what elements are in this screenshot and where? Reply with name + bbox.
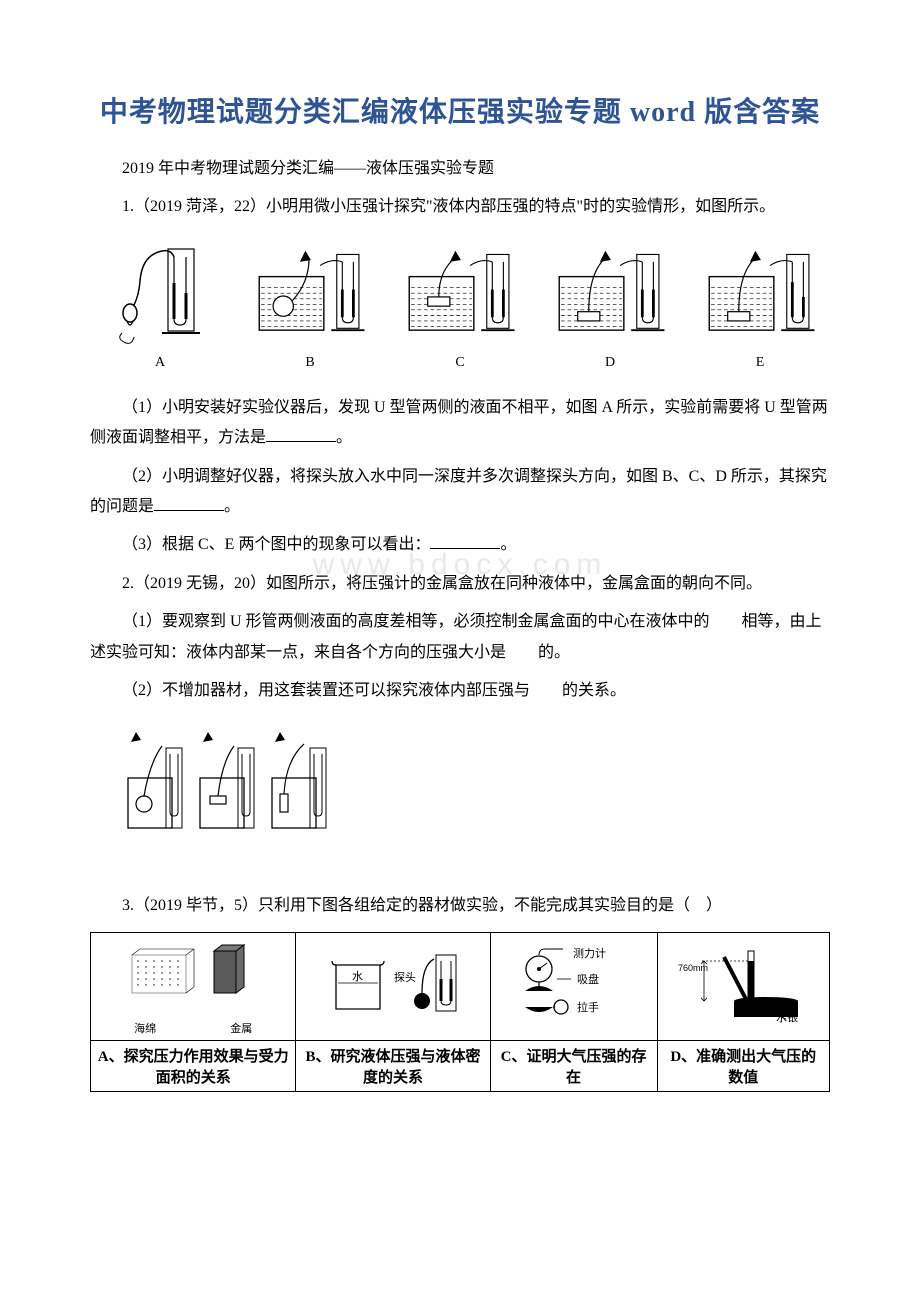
- subtitle: 2019 年中考物理试题分类汇编——液体压强实验专题: [90, 154, 830, 184]
- label-suction: 吸盘: [577, 972, 599, 986]
- q1-figure-c: C: [400, 241, 520, 371]
- document-page: 中考物理试题分类汇编液体压强实验专题 word 版含答案 2019 年中考物理试…: [0, 0, 920, 1152]
- q1-p3: （3）根据 C、E 两个图中的现象可以看出： 。: [90, 530, 830, 560]
- q3-option-a: A、探究压力作用效果与受力面积的关系: [91, 1040, 296, 1091]
- table-row: 海绵 金属 水 探头: [91, 932, 830, 1040]
- label-760mm: 760mm: [678, 963, 708, 973]
- q1-figure-e: E: [700, 241, 820, 371]
- q1-p2: （2）小明调整好仪器，将探头放入水中同一深度并多次调整探头方向，如图 B、C、D…: [90, 462, 830, 523]
- blank: [430, 532, 500, 549]
- q1-figure-b: B: [250, 241, 370, 371]
- blank: [266, 425, 336, 442]
- q3-cell-c-img: 测力计 吸盘 拉手: [490, 932, 657, 1040]
- q2-p1: （1）要观察到 U 形管两侧液面的高度差相等，必须控制金属盒面的中心在液体中的 …: [90, 607, 830, 668]
- q1-p3-text-b: 。: [500, 536, 516, 553]
- q1-p3-text-a: （3）根据 C、E 两个图中的现象可以看出：: [122, 536, 430, 553]
- q3-table: 海绵 金属 水 探头: [90, 932, 830, 1092]
- q2-stem: 2.（2019 无锡，20）如图所示，将压强计的金属盒放在同种液体中，金属盒面的…: [90, 569, 830, 599]
- q3-cell-b-img: 水 探头: [296, 932, 490, 1040]
- q1-stem: 1.（2019 菏泽，22）小明用微小压强计探究"液体内部压强的特点"时的实验情…: [90, 192, 830, 222]
- label-water: 水: [352, 970, 363, 983]
- page-title: 中考物理试题分类汇编液体压强实验专题 word 版含答案: [90, 90, 830, 130]
- table-row: A、探究压力作用效果与受力面积的关系 B、研究液体压强与液体密度的关系 C、证明…: [91, 1040, 830, 1091]
- q3-cell-d-img: 760mm 水银: [657, 932, 829, 1040]
- q2-p2: （2）不增加器材，用这套装置还可以探究液体内部压强与 的关系。: [90, 676, 830, 706]
- apparatus-e-icon: [700, 241, 820, 351]
- q3-cell-a-img: 海绵 金属: [91, 932, 296, 1040]
- q1-p1-text-a: （1）小明安装好实验仪器后，发现 U 型管两侧的液面不相平，如图 A 所示，实验…: [90, 399, 828, 446]
- q1-label-c: C: [455, 355, 464, 371]
- watermark-region: www.bdocx.com （3）根据 C、E 两个图中的现象可以看出：。 2.…: [90, 530, 830, 599]
- q3-option-c: C、证明大气压强的存在: [490, 1040, 657, 1091]
- q3-option-b: B、研究液体压强与液体密度的关系: [296, 1040, 490, 1091]
- apparatus-c-icon: [400, 241, 520, 351]
- mercury-barometer-icon: 760mm 水银: [668, 943, 818, 1025]
- label-sponge: 海绵: [134, 1020, 156, 1036]
- q1-label-b: B: [305, 355, 314, 371]
- q3-stem: 3.（2019 毕节，5）只利用下图各组给定的器材做实验，不能完成其实验目的是（…: [90, 891, 830, 921]
- q3-option-d: D、准确测出大气压的数值: [657, 1040, 829, 1091]
- q1-label-a: A: [155, 355, 165, 371]
- q1-p1: （1）小明安装好实验仪器后，发现 U 型管两侧的液面不相平，如图 A 所示，实验…: [90, 393, 830, 454]
- label-mercury: 水银: [776, 1010, 798, 1024]
- q1-label-d: D: [605, 355, 615, 371]
- q1-p2-text-b: 。: [224, 498, 240, 515]
- apparatus-d-icon: [550, 241, 670, 351]
- q1-figure-a: A: [100, 241, 220, 371]
- label-handle: 拉手: [577, 1000, 599, 1014]
- sponge-block-icon: [118, 937, 268, 1015]
- blank: [154, 494, 224, 511]
- q1-figure-row: A: [90, 241, 830, 371]
- label-probe: 探头: [394, 971, 416, 984]
- q1-p1-text-b: 。: [336, 429, 352, 446]
- label-metal: 金属: [230, 1020, 252, 1036]
- suction-cup-icon: 测力计 吸盘 拉手: [499, 943, 649, 1025]
- q1-figure-d: D: [550, 241, 670, 371]
- beaker-probe-icon: 水 探头: [318, 943, 468, 1025]
- q2-figure-icon: [122, 724, 332, 864]
- apparatus-a-icon: [100, 241, 220, 351]
- label-force-gauge: 测力计: [573, 947, 606, 960]
- apparatus-b-icon: [250, 241, 370, 351]
- q1-label-e: E: [756, 355, 765, 371]
